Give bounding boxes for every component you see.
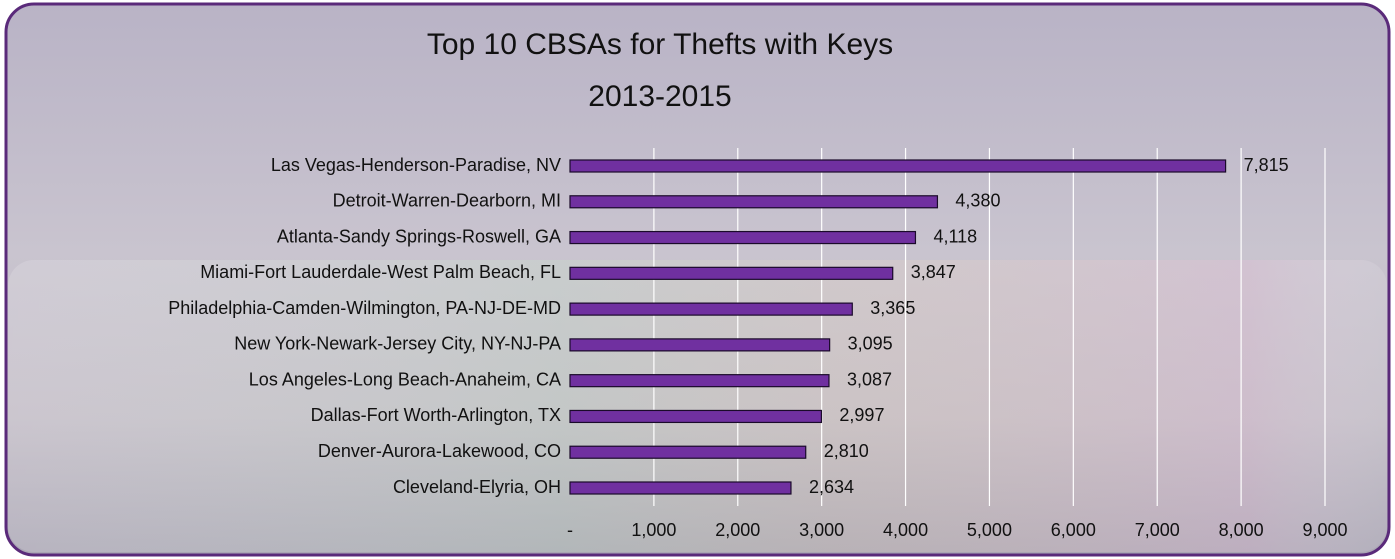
x-tick-label: 5,000 bbox=[967, 520, 1012, 540]
x-tick-label: 8,000 bbox=[1219, 520, 1264, 540]
data-label: 4,118 bbox=[933, 226, 977, 246]
bar bbox=[569, 266, 894, 280]
x-tick-label: - bbox=[567, 520, 573, 540]
y-tick-label: New York-Newark-Jersey City, NY-NJ-PA bbox=[234, 334, 561, 354]
bar bbox=[569, 302, 853, 316]
background-glow bbox=[8, 260, 1387, 552]
y-tick-label: Detroit-Warren-Dearborn, MI bbox=[333, 191, 561, 211]
data-label: 3,095 bbox=[848, 334, 893, 354]
y-tick-label: Miami-Fort Lauderdale-West Palm Beach, F… bbox=[200, 262, 561, 282]
bar bbox=[569, 481, 792, 495]
bar bbox=[569, 195, 939, 209]
y-tick-label: Las Vegas-Henderson-Paradise, NV bbox=[271, 155, 561, 175]
x-tick-label: 6,000 bbox=[1051, 520, 1096, 540]
chart-title: Top 10 CBSAs for Thefts with Keys bbox=[427, 28, 893, 61]
data-label: 2,997 bbox=[839, 405, 884, 425]
y-tick-label: Los Angeles-Long Beach-Anaheim, CA bbox=[249, 369, 561, 389]
data-label: 3,087 bbox=[847, 369, 892, 389]
bar bbox=[569, 445, 807, 459]
y-tick-label: Cleveland-Elyria, OH bbox=[393, 477, 561, 497]
bar bbox=[569, 230, 917, 245]
bar bbox=[569, 409, 823, 424]
x-tick-label: 1,000 bbox=[631, 520, 676, 540]
bar bbox=[569, 374, 830, 388]
y-tick-label: Dallas-Fort Worth-Arlington, TX bbox=[311, 405, 561, 425]
x-tick-label: 3,000 bbox=[799, 520, 844, 540]
bar bbox=[569, 338, 831, 352]
y-tick-label: Atlanta-Sandy Springs-Roswell, GA bbox=[277, 226, 561, 246]
x-tick-label: 9,000 bbox=[1302, 520, 1347, 540]
data-label: 3,847 bbox=[911, 262, 956, 282]
data-label: 4,380 bbox=[955, 191, 1000, 211]
y-tick-label: Denver-Aurora-Lakewood, CO bbox=[318, 441, 561, 461]
data-label: 2,810 bbox=[824, 441, 869, 461]
data-label: 7,815 bbox=[1244, 155, 1289, 175]
x-tick-label: 2,000 bbox=[715, 520, 760, 540]
chart-subtitle: 2013-2015 bbox=[588, 80, 731, 113]
bar bbox=[569, 159, 1227, 173]
x-tick-label: 7,000 bbox=[1135, 520, 1180, 540]
y-tick-label: Philadelphia-Camden-Wilmington, PA-NJ-DE… bbox=[168, 298, 561, 318]
data-label: 2,634 bbox=[809, 477, 854, 497]
data-label: 3,365 bbox=[870, 298, 915, 318]
x-tick-label: 4,000 bbox=[883, 520, 928, 540]
